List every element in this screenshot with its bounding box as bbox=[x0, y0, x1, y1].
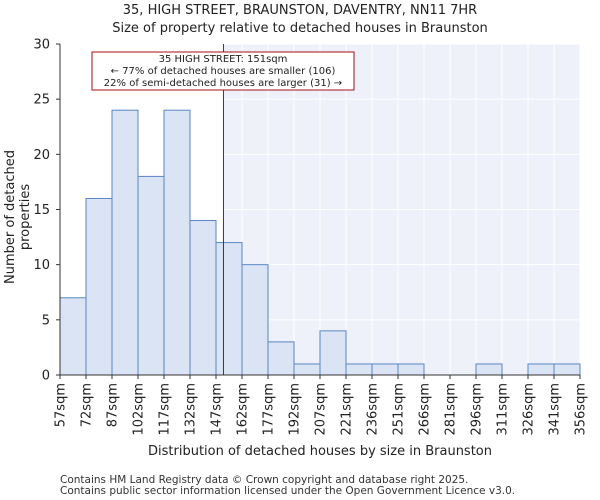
y-tick-label: 20 bbox=[33, 148, 50, 163]
x-tick-label: 147sqm bbox=[210, 383, 225, 436]
bar-72sqm bbox=[85, 197, 113, 376]
x-tick-label: 251sqm bbox=[392, 383, 407, 436]
chart-title: 35, HIGH STREET, BRAUNSTON, DAVENTRY, NN… bbox=[122, 3, 478, 18]
chart-subtitle: Size of property relative to detached ho… bbox=[112, 21, 488, 36]
y-tick-label: 10 bbox=[33, 258, 50, 273]
x-tick-label: 177sqm bbox=[262, 383, 277, 436]
annotation-line-1: 35 HIGH STREET: 151sqm bbox=[159, 54, 288, 65]
bar-102sqm bbox=[137, 175, 165, 376]
annotation-line-2: ← 77% of detached houses are smaller (10… bbox=[111, 66, 336, 77]
x-tick-label: 341sqm bbox=[548, 383, 563, 436]
annotation-border bbox=[91, 51, 355, 91]
x-tick-label: 296sqm bbox=[470, 383, 485, 436]
x-tick-label: 72sqm bbox=[80, 383, 95, 427]
x-tick-label: 236sqm bbox=[366, 383, 381, 436]
x-tick-label: 221sqm bbox=[340, 383, 355, 436]
bars bbox=[59, 109, 581, 376]
x-axis-label: Distribution of detached houses by size … bbox=[148, 444, 492, 459]
footer-line-2: Contains public sector information licen… bbox=[60, 485, 516, 497]
x-tick-label: 207sqm bbox=[314, 383, 329, 436]
x-tick-label: 57sqm bbox=[54, 383, 69, 427]
x-tick-label: 162sqm bbox=[236, 383, 251, 436]
x-tick-label: 192sqm bbox=[288, 383, 303, 436]
bar-87sqm bbox=[111, 109, 139, 376]
bar-57sqm bbox=[59, 297, 87, 376]
x-axis-ticks: 57sqm 72sqm 87sqm 102sqm 117sqm 132sqm 147sqm 1… bbox=[54, 375, 589, 436]
footer-line-1: Contains HM Land Registry data © Crown c… bbox=[60, 474, 469, 486]
x-tick-label: 87sqm bbox=[106, 383, 121, 427]
bar-162sqm bbox=[241, 264, 269, 376]
bar-207sqm bbox=[319, 330, 347, 376]
y-tick-label: 0 bbox=[42, 369, 50, 384]
y-tick-label: 5 bbox=[42, 313, 50, 328]
x-tick-label: 102sqm bbox=[132, 383, 147, 436]
bar-221sqm bbox=[345, 363, 373, 376]
y-tick-label: 30 bbox=[33, 38, 50, 53]
bar-117sqm bbox=[163, 109, 191, 376]
y-tick-label: 15 bbox=[33, 203, 50, 218]
x-tick-label: 311sqm bbox=[496, 383, 511, 436]
x-tick-label: 326sqm bbox=[522, 383, 537, 436]
annotation-line-3: 22% of semi-detached houses are larger (… bbox=[104, 78, 342, 89]
bar-132sqm bbox=[189, 220, 217, 376]
y-axis-label: Number of detached properties bbox=[3, 150, 33, 284]
bar-251sqm bbox=[397, 363, 425, 376]
x-tick-label: 266sqm bbox=[418, 383, 433, 436]
x-tick-label: 281sqm bbox=[444, 383, 459, 436]
bar-326sqm bbox=[527, 363, 555, 376]
bar-296sqm bbox=[475, 363, 503, 376]
annotation-box: 35 HIGH STREET: 151sqm ← 77% of detached… bbox=[91, 51, 355, 91]
bar-236sqm bbox=[371, 363, 399, 376]
y-axis-ticks: 0 5 10 15 20 25 30 bbox=[33, 38, 60, 384]
y-tick-label: 25 bbox=[33, 93, 50, 108]
bar-341sqm bbox=[553, 363, 581, 376]
x-tick-label: 132sqm bbox=[184, 383, 199, 436]
x-tick-label: 117sqm bbox=[158, 383, 173, 436]
x-tick-label: 356sqm bbox=[574, 383, 589, 436]
bar-177sqm bbox=[267, 341, 295, 376]
bar-192sqm bbox=[293, 363, 321, 376]
bar-147sqm bbox=[215, 242, 243, 376]
